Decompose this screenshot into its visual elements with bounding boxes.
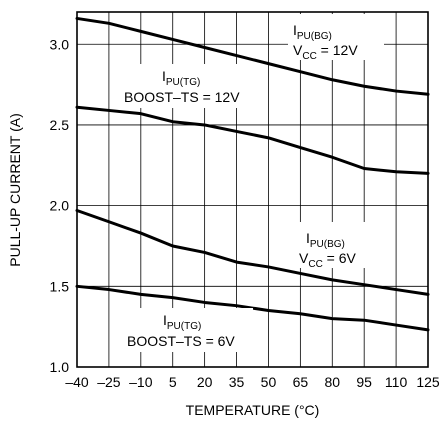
annotation-bg-6v-vcc-sub: CC (308, 259, 322, 270)
annotation-tg-12v-main: I (162, 68, 166, 84)
y-axis-title: PULL-UP CURRENT (A) (7, 113, 23, 267)
x-tick-label: 50 (261, 374, 277, 390)
x-tick-label: 80 (324, 374, 340, 390)
annotation-bg-6v-vcc: V (299, 250, 309, 266)
series-line-3 (75, 208, 430, 296)
x-tick-label: 20 (197, 374, 213, 390)
plot-frame (76, 11, 429, 368)
annotation-bg-12v-vcc-sub: CC (302, 51, 316, 62)
x-tick-label: –25 (97, 374, 121, 390)
annotation-bg-6v-line2: VCC = 6V (299, 250, 357, 270)
annotation-tg-12v-line1: IPU(TG) (162, 68, 200, 88)
annotation-tg-12v-line2: BOOST–TS = 12V (124, 89, 240, 105)
y-tick-label: 1.0 (50, 359, 70, 375)
x-tick-label: –40 (65, 374, 89, 390)
annotation-tg-6v-line2: BOOST–TS = 6V (127, 333, 235, 349)
x-tick-label: 35 (229, 374, 245, 390)
annotation-bg-6v-value: = 6V (323, 250, 357, 266)
annotation-bg-bg-6v (293, 222, 375, 268)
annotation-bg-12v-main: I (293, 22, 297, 38)
annotation-tg-12v-sub: PU(TG) (166, 77, 200, 88)
x-tick-label: –10 (129, 374, 153, 390)
series-line-2 (75, 105, 430, 175)
x-tick-label: 65 (293, 374, 309, 390)
x-tick-label: 110 (385, 374, 408, 390)
annotation-tg-6v-line1: IPU(TG) (163, 312, 201, 332)
annotation-bg-tg-12v (121, 64, 259, 108)
tick-labels: –40 –25 –10 5 20 35 50 65 80 95 110 125 1.0 1.5 2.0 2.5… (50, 36, 440, 390)
y-tick-label: 2.5 (50, 117, 70, 133)
x-tick-label: 5 (169, 374, 177, 390)
annotation-bg-6v-main: I (306, 230, 310, 246)
series-line-1 (75, 16, 430, 96)
annotation-tg-6v-main: I (163, 312, 167, 328)
annotation-tg-6v-sub: PU(TG) (167, 321, 201, 332)
annotation-bg-6v-line1: IPU(BG) (306, 230, 345, 250)
annotation-bg-12v-line2: VCC = 12V (293, 42, 358, 62)
annotation-bg-12v-line1: IPU(BG) (293, 22, 332, 42)
annotation-bg-12v-sub: PU(BG) (297, 31, 332, 42)
x-axis-title: TEMPERATURE (°C) (186, 402, 320, 418)
y-tick-label: 3.0 (50, 36, 70, 52)
annotation-bg-6v-sub: PU(BG) (310, 239, 345, 250)
annotation-bg-12v-vcc: V (293, 42, 303, 58)
y-tick-label: 1.5 (50, 278, 70, 294)
annotation-bg-bg-12v (288, 14, 384, 60)
y-tick-label: 2.0 (50, 198, 70, 214)
x-tick-label: 95 (356, 374, 372, 390)
annotation-bg-12v-value: = 12V (317, 42, 359, 58)
x-tick-label: 125 (416, 374, 440, 390)
annotation-bg-tg-6v (125, 308, 253, 352)
